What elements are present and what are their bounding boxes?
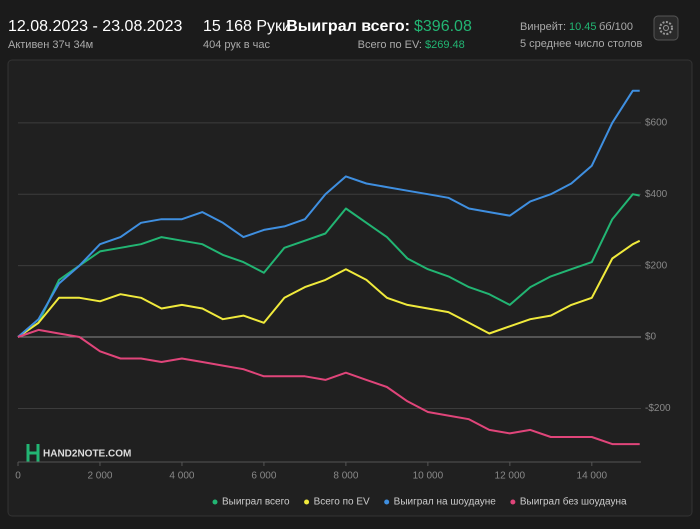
x-tick-label: 10 000 [413, 471, 444, 482]
legend-label: Выиграл всего [222, 497, 290, 508]
x-tick-label: 14 000 [577, 471, 608, 482]
won-label: Выиграл всего: [286, 18, 410, 35]
legend-label: Выиграл без шоудауна [520, 496, 627, 508]
y-tick-label: $200 [645, 260, 668, 271]
y-tick-label: $400 [645, 189, 668, 200]
winrate-unit: бб/100 [599, 21, 633, 33]
y-tick-label: $0 [645, 332, 657, 343]
hands: 15 168 Руки [203, 18, 291, 35]
x-tick-label: 8 000 [333, 471, 358, 482]
ev-value: $269.48 [425, 39, 465, 51]
won-value: $396.08 [414, 18, 472, 35]
series-line [17, 239, 641, 338]
legend-swatch [384, 499, 390, 505]
legend-swatch [304, 499, 310, 505]
series-line [17, 89, 640, 338]
legend-label: Всего по EV [314, 497, 370, 508]
y-tick-label: -$200 [645, 403, 671, 414]
chart-panel [7, 59, 693, 517]
watermark: HAND2NOTE.COM [43, 449, 131, 460]
y-tick-label: $600 [645, 117, 668, 128]
x-tick-label: 2 000 [87, 471, 112, 482]
ev-label: Всего по EV: [358, 39, 422, 51]
x-tick-label: 6 000 [251, 471, 276, 482]
winrate-value: 10.45 [569, 21, 597, 33]
series-line [17, 193, 640, 338]
legend-swatch [212, 499, 218, 505]
x-tick-label: 0 [15, 471, 21, 482]
winrate-label: Винрейт: [520, 21, 566, 33]
logo [26, 444, 40, 462]
settings-button[interactable] [653, 15, 679, 41]
x-tick-label: 12 000 [495, 471, 526, 482]
x-tick-label: 4 000 [169, 471, 194, 482]
legend-label: Выиграл на шоудауне [394, 497, 497, 508]
series-line [17, 328, 640, 446]
date-range: 12.08.2023 - 23.08.2023 [8, 18, 182, 35]
active-time: Активен 37ч 34м [8, 39, 93, 51]
legend-swatch [510, 499, 516, 505]
hands-per-hour: 404 рук в час [203, 39, 271, 51]
tables: 5 среднее число столов [520, 38, 642, 50]
